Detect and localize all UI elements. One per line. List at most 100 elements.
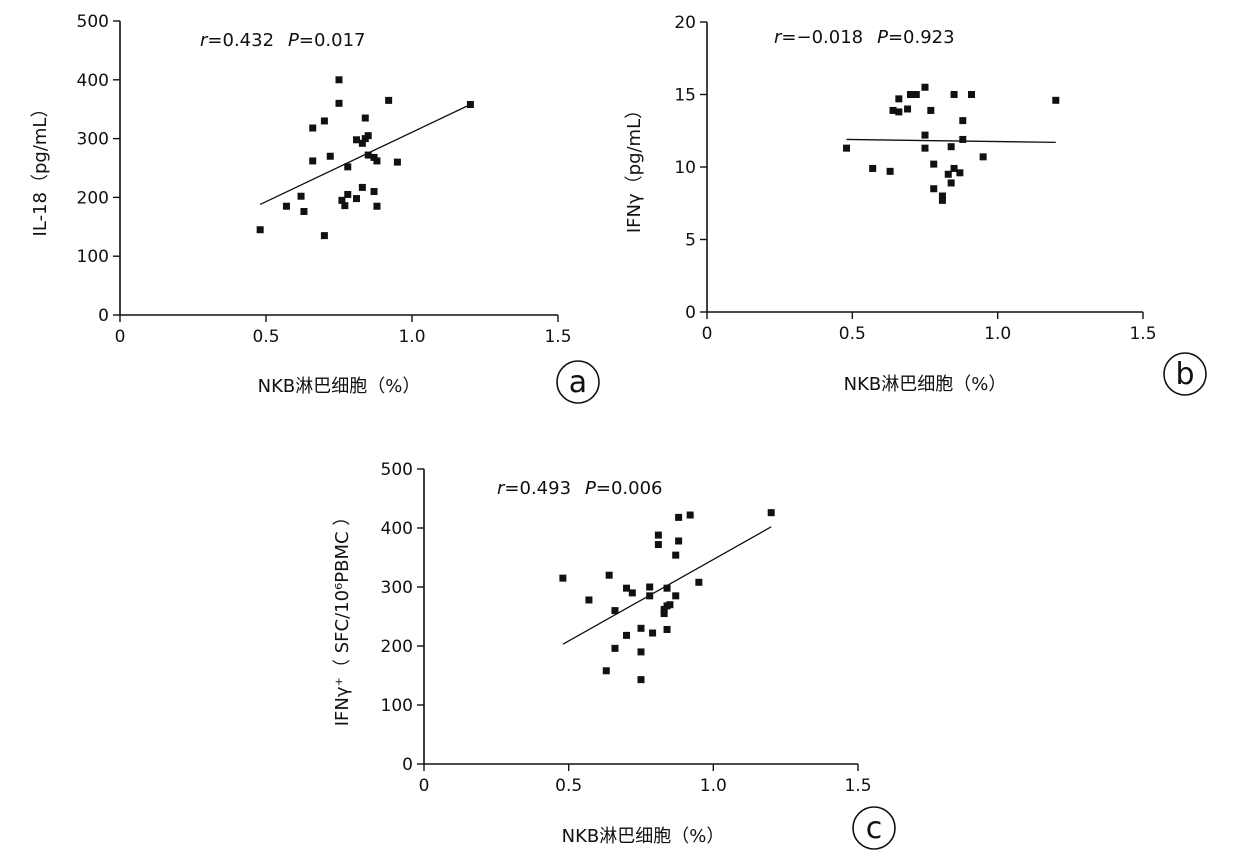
data-point	[944, 170, 952, 178]
data-point	[649, 629, 657, 637]
data-point	[623, 584, 631, 592]
data-point	[646, 592, 654, 600]
data-point	[904, 105, 912, 113]
data-point	[672, 551, 680, 559]
y-tick-label: 10	[674, 158, 696, 178]
x-tick-label: 1.5	[544, 327, 571, 347]
x-tick-label: 1.5	[844, 776, 871, 796]
chart-panel-b: 0 5 10 15 20 0 0.5 1.0 1.5 r=−0.018 P=0.923 IFNγ（pg…	[624, 13, 1207, 396]
x-tick-label: 0	[419, 776, 430, 796]
stat-annotation: r=−0.018 P=0.923	[774, 27, 955, 48]
data-point	[605, 571, 613, 579]
data-point	[666, 601, 674, 609]
data-point	[256, 226, 264, 234]
panel-badge-label: b	[1175, 357, 1194, 392]
data-point	[393, 158, 401, 166]
data-point	[959, 117, 967, 125]
data-point	[361, 114, 369, 122]
chart-panel-a: 0 100 200 300 400 500 0 0.5 1.0 1.5 r=0.432 P=0.017…	[30, 12, 600, 404]
data-point	[646, 583, 654, 591]
data-point	[559, 574, 567, 582]
y-tick-label: 300	[77, 130, 109, 150]
data-point	[585, 596, 593, 604]
y-tick-label: 300	[381, 578, 413, 598]
data-point	[335, 99, 343, 107]
data-point	[385, 96, 393, 104]
data-point	[660, 610, 668, 618]
panel-badge-label: c	[866, 811, 883, 846]
x-tick-label: 0.5	[555, 776, 582, 796]
data-point	[950, 91, 958, 98]
data-point	[889, 106, 897, 114]
data-point	[956, 169, 964, 177]
y-tick-label: 500	[381, 460, 413, 480]
y-tick-label: 0	[98, 306, 109, 326]
data-point	[979, 153, 987, 161]
data-point	[686, 511, 694, 519]
y-tick-label: 15	[674, 86, 696, 106]
data-point	[921, 144, 929, 152]
y-tick-label: 400	[77, 71, 109, 91]
data-point	[353, 195, 361, 203]
data-point	[950, 164, 958, 172]
y-tick-label: 0	[685, 303, 696, 323]
y-tick-label: 100	[381, 696, 413, 716]
data-point	[895, 95, 903, 103]
data-point	[912, 91, 920, 98]
y-axis-title: IL-18（pg/mL）	[30, 100, 51, 237]
data-point	[654, 531, 662, 539]
data-point	[959, 135, 967, 143]
y-tick-label: 500	[77, 12, 109, 32]
data-point	[364, 132, 372, 140]
data-point	[335, 76, 343, 84]
y-tick-label: 200	[381, 637, 413, 657]
x-tick-label: 0	[115, 327, 126, 347]
data-point	[373, 157, 381, 165]
data-point	[358, 183, 366, 191]
data-point	[895, 108, 903, 116]
x-tick-label: 1.5	[1129, 324, 1156, 344]
data-point	[628, 589, 636, 597]
data-point	[938, 196, 946, 204]
stat-annotation: r=0.432 P=0.017	[200, 30, 366, 51]
y-tick-label: 5	[685, 231, 696, 251]
data-point	[300, 208, 308, 216]
y-tick-label: 0	[402, 755, 413, 775]
data-point	[353, 136, 361, 144]
data-point	[947, 179, 955, 187]
x-tick-label: 0	[702, 324, 713, 344]
data-point	[344, 190, 352, 198]
data-point	[338, 196, 346, 204]
data-point	[675, 537, 683, 545]
data-point	[968, 91, 976, 98]
regression-line	[846, 138, 1056, 143]
y-tick-label: 20	[674, 13, 696, 33]
x-tick-label: 1.0	[984, 324, 1011, 344]
data-point	[767, 509, 775, 517]
data-point	[663, 625, 671, 633]
y-tick-label: 100	[77, 247, 109, 267]
stat-annotation: r=0.493 P=0.006	[497, 478, 663, 499]
panel-badge-circle	[1163, 352, 1207, 396]
data-point	[843, 144, 851, 152]
data-point	[947, 143, 955, 151]
x-tick-label: 0.5	[252, 327, 279, 347]
chart-panel-c: 0 100 200 300 400 500 0 0.5 1.0 1.5 r=0.493 P=0.006…	[332, 460, 896, 850]
data-point	[660, 605, 668, 613]
data-point	[663, 584, 671, 592]
data-point	[930, 160, 938, 168]
data-point	[602, 667, 610, 675]
data-point	[373, 202, 381, 210]
x-axis-title: NKB淋巴细胞（%）	[258, 376, 421, 397]
x-axis-title: NKB淋巴细胞（%）	[562, 826, 725, 847]
data-point	[320, 117, 328, 125]
panel-badge-circle	[556, 360, 600, 404]
data-point	[927, 106, 935, 114]
data-point	[309, 157, 317, 165]
data-point	[695, 578, 703, 586]
y-tick-label: 200	[77, 188, 109, 208]
x-tick-label: 0.5	[839, 324, 866, 344]
panel-badge-label: a	[569, 365, 587, 400]
